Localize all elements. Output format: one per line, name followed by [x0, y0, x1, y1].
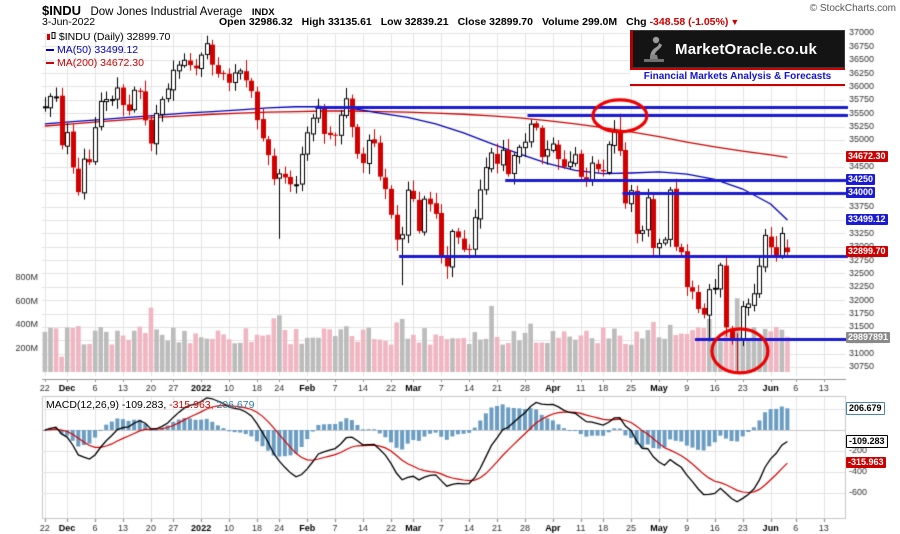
- open-value: 32986.32: [248, 16, 293, 28]
- ma50-legend-label: MA(50) 33499.12: [57, 44, 139, 56]
- ma200-legend: MA(200) 34672.30: [46, 57, 144, 69]
- chart-area: $INDU (Daily) 32899.70 MA(50) 33499.12 M…: [0, 28, 900, 534]
- volume-label: Volume: [541, 16, 580, 28]
- exchange-label: INDX: [251, 7, 275, 18]
- chart-canvas: [0, 28, 900, 534]
- ticker-symbol: $INDU: [42, 3, 82, 18]
- high-value: 33135.61: [327, 16, 372, 28]
- thinker-statue-icon: [644, 36, 664, 62]
- ma50-line-icon: [46, 49, 54, 52]
- ma200-line-icon: [46, 62, 54, 65]
- low-value: 32839.21: [404, 16, 449, 28]
- macd-hist-badge: 206.679: [846, 402, 885, 415]
- quote-date: 3-Jun-2022: [42, 16, 96, 28]
- down-arrow-icon: ▼: [730, 17, 740, 27]
- macd-hist-value: 206.679: [216, 399, 255, 411]
- ma50-axis-badge: 33499.12: [846, 214, 888, 225]
- title-row: $INDU Dow Jones Industrial Average INDX: [42, 2, 275, 18]
- macd-signal-value: -315.963,: [169, 399, 214, 411]
- macd-legend: MACD(12,26,9) -109.283, -315.963, 206.67…: [46, 399, 254, 411]
- macd-value: -109.283,: [121, 399, 167, 411]
- logo-tagline: Financial Markets Analysis & Forecasts: [630, 68, 845, 86]
- open-label: Open: [219, 16, 246, 28]
- close-axis-badge: 32899.70: [846, 246, 888, 257]
- macd-signal-badge: -315.963: [846, 457, 886, 468]
- volume-axis-badge: 29897891: [846, 332, 891, 343]
- price-legend: $INDU (Daily) 32899.70: [46, 31, 170, 43]
- ma50-legend: MA(50) 33499.12: [46, 44, 138, 56]
- change-value: -348.58 (-1.05%): [649, 16, 729, 28]
- low-label: Low: [380, 16, 402, 28]
- logo-banner: MarketOracle.co.uk: [630, 30, 845, 68]
- high-label: High: [301, 16, 325, 28]
- stockcharts-copyright: © StockCharts.com: [809, 3, 896, 14]
- macd-line-badge: -109.283: [846, 435, 888, 448]
- instrument-name: Dow Jones Industrial Average: [90, 6, 243, 18]
- logo-title: MarketOracle.co.uk: [675, 40, 817, 58]
- volume-value: 299.0M: [582, 16, 618, 28]
- ma200-axis-badge: 34672.30: [846, 151, 888, 162]
- close-value: 32899.70: [489, 16, 533, 28]
- marketoracle-logo: MarketOracle.co.uk Financial Markets Ana…: [630, 30, 845, 86]
- chart-header: $INDU Dow Jones Industrial Average INDX …: [0, 0, 900, 28]
- quote-row: 3-Jun-2022 Open 32986.32 High 33135.61 Low 328…: [42, 16, 739, 28]
- ma200-legend-label: MA(200) 34672.30: [57, 57, 144, 69]
- change-label: Chg: [626, 16, 647, 28]
- level-34250-badge: 34250: [846, 174, 876, 185]
- level-34000-badge: 34000: [846, 187, 876, 198]
- price-legend-label: $INDU (Daily) 32899.70: [58, 31, 171, 43]
- macd-legend-name: MACD(12,26,9): [46, 399, 119, 411]
- close-label: Close: [457, 16, 487, 28]
- chart-type-icon: [47, 32, 56, 40]
